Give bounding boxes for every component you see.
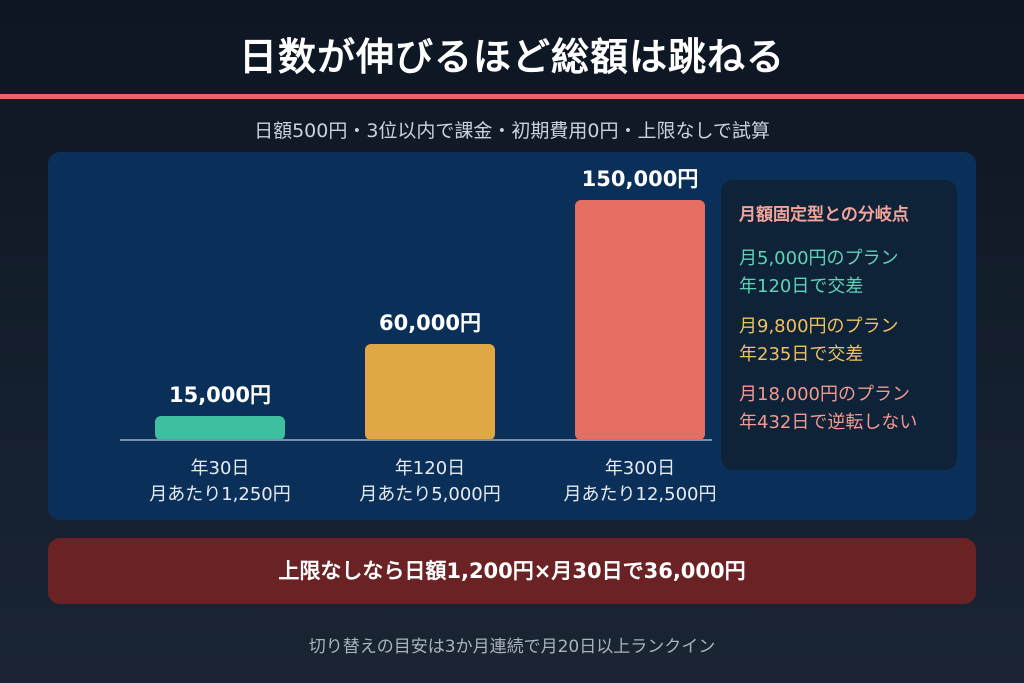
- legend-item-plan-18000: 月18,000円のプラン 年432日で逆転しない: [739, 381, 941, 437]
- callout-banner: 上限なしなら日額1,200円×月30日で36,000円: [48, 538, 976, 604]
- category-sublabel: 月あたり1,250円: [149, 484, 291, 505]
- category-label: 年300日: [605, 458, 675, 479]
- legend-title: 月額固定型との分岐点: [739, 205, 909, 225]
- page-title: 日数が伸びるほど総額は跳ねる: [238, 35, 785, 79]
- legend-item-result: 年432日で逆転しない: [739, 412, 918, 433]
- legend-item-plan: 月18,000円のプラン: [739, 384, 910, 405]
- bar-value-label: 15,000円: [169, 383, 271, 407]
- legend-item-plan: 月9,800円のプラン: [739, 316, 899, 337]
- bar-value-label: 150,000円: [582, 167, 699, 191]
- legend-item-plan-9800: 月9,800円のプラン 年235日で交差: [739, 313, 941, 369]
- category-sublabel: 月あたり12,500円: [564, 484, 717, 505]
- bar-2: [365, 344, 495, 440]
- page-subtitle: 日額500円・3位以内で課金・初期費用0円・上限なしで試算: [254, 120, 770, 142]
- chart-panel: 15,000円 年30日月あたり1,250円 60,000円 年120日月あたり5,0…: [48, 152, 976, 520]
- legend-item-plan-5000: 月5,000円のプラン 年120日で交差: [739, 245, 941, 301]
- category-label: 年30日: [191, 458, 250, 479]
- bar-1: [155, 416, 285, 440]
- category-sublabel: 月あたり5,000円: [359, 484, 501, 505]
- category-label: 年120日: [395, 458, 465, 479]
- footnote: 切り替えの目安は3か月連続で月20日以上ランクイン: [308, 637, 716, 657]
- legend-item-result: 年120日で交差: [739, 276, 864, 297]
- legend-item-plan: 月5,000円のプラン: [739, 248, 899, 269]
- title-divider: [0, 94, 1024, 99]
- breakeven-legend: 月額固定型との分岐点 月5,000円のプラン 年120日で交差 月9,800円の…: [721, 180, 957, 470]
- legend-item-result: 年235日で交差: [739, 344, 864, 365]
- bar-3: [575, 200, 705, 440]
- bar-value-label: 60,000円: [379, 311, 481, 335]
